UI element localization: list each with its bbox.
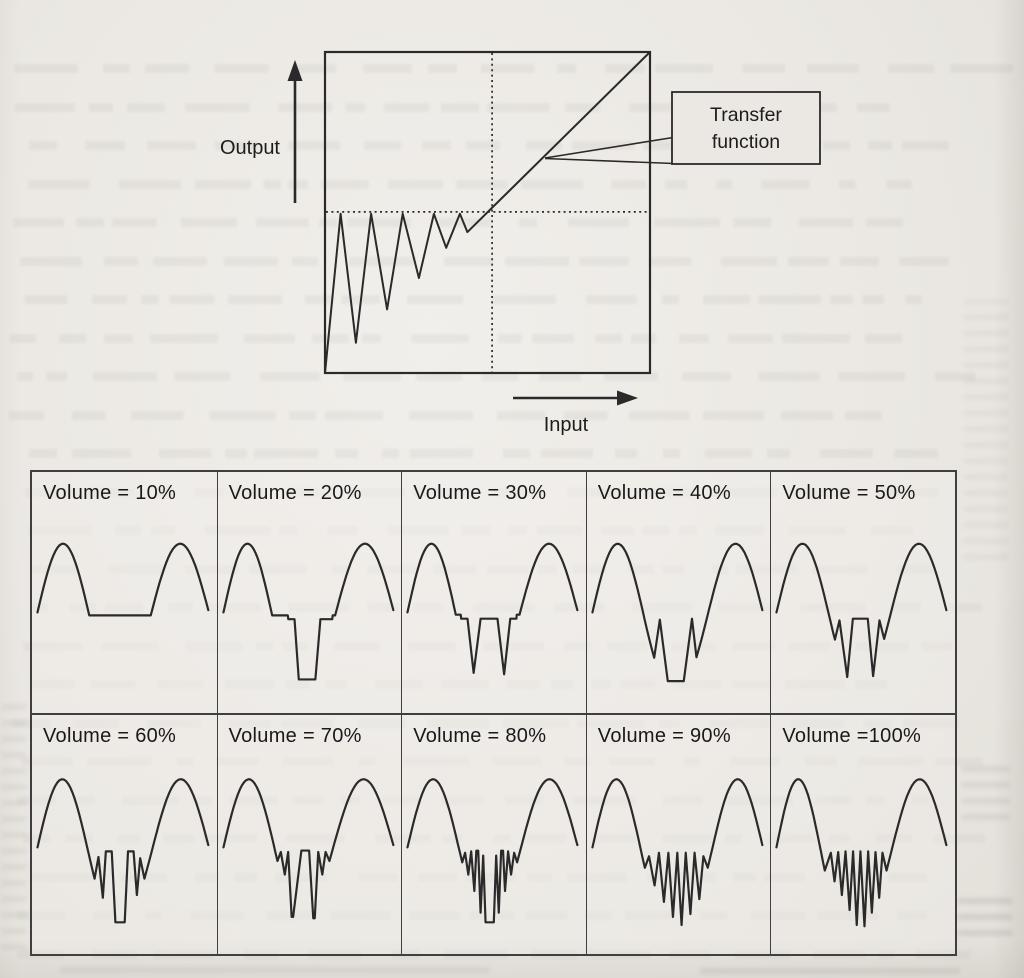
volume-panel-label: Volume = 20% — [228, 482, 362, 504]
volume-panel-label: Volume = 10% — [43, 482, 177, 504]
waveform-plot — [591, 778, 764, 927]
folded-sine-waveform — [406, 778, 579, 924]
folded-sine-waveform — [591, 542, 764, 683]
volume-panel: Volume = 50% — [770, 472, 955, 713]
callout-label-line1: Transfer — [710, 104, 782, 126]
volume-panel: Volume = 20% — [216, 472, 402, 713]
volume-panel: Volume = 10% — [32, 472, 217, 713]
volume-panel: Volume = 40% — [585, 472, 771, 713]
output-arrowhead-icon — [287, 60, 303, 81]
waveform-plot — [36, 542, 210, 617]
volume-panel-label: Volume = 50% — [782, 482, 916, 504]
plot-box — [323, 50, 652, 375]
folded-sine-waveform — [36, 778, 210, 924]
waveform-plot — [406, 778, 579, 924]
callout-label-line2: function — [712, 131, 780, 153]
volume-panel: Volume = 80% — [401, 713, 586, 954]
volume-panel: Volume =100% — [770, 713, 955, 954]
waveform-plot — [775, 542, 948, 679]
volume-panel-label: Volume = 70% — [228, 725, 362, 747]
callout-box — [671, 91, 821, 165]
volume-panel-label: Volume = 60% — [43, 725, 177, 747]
waveform-plot — [406, 542, 579, 676]
volume-panel-grid: Volume = 10% Volume = 20% Volume = 30% Volu… — [30, 470, 957, 956]
waveform-plot — [221, 542, 395, 681]
folded-sine-waveform — [775, 542, 948, 679]
volume-panel: Volume = 60% — [32, 713, 217, 954]
waveform-plot — [591, 542, 764, 683]
transfer-curve — [324, 51, 651, 374]
volume-panel-label: Volume = 90% — [597, 725, 731, 747]
callout-pointer-top — [544, 136, 674, 159]
waveform-plot — [221, 778, 395, 920]
callout-pointer-bottom — [544, 157, 675, 165]
waveform-plot — [775, 778, 948, 928]
folded-sine-waveform — [406, 542, 579, 676]
input-axis-label: Input — [544, 414, 589, 436]
folded-sine-waveform — [591, 778, 764, 927]
folded-sine-waveform — [221, 778, 395, 920]
folded-sine-waveform — [775, 778, 948, 928]
output-axis-label: Output — [220, 137, 280, 159]
volume-panel: Volume = 70% — [216, 713, 402, 954]
transfer-function-diagram: Output Input Transfer function — [220, 50, 821, 436]
volume-panel: Volume = 30% — [401, 472, 586, 713]
folded-sine-waveform — [36, 542, 210, 617]
volume-panel-label: Volume =100% — [782, 725, 922, 747]
waveform-plot — [36, 778, 210, 924]
folded-sine-waveform — [221, 542, 395, 681]
input-arrowhead-icon — [617, 390, 638, 406]
volume-panel-label: Volume = 40% — [597, 482, 731, 504]
volume-panel-label: Volume = 30% — [413, 482, 547, 504]
volume-panel: Volume = 90% — [585, 713, 771, 954]
volume-panel-label: Volume = 80% — [413, 725, 547, 747]
